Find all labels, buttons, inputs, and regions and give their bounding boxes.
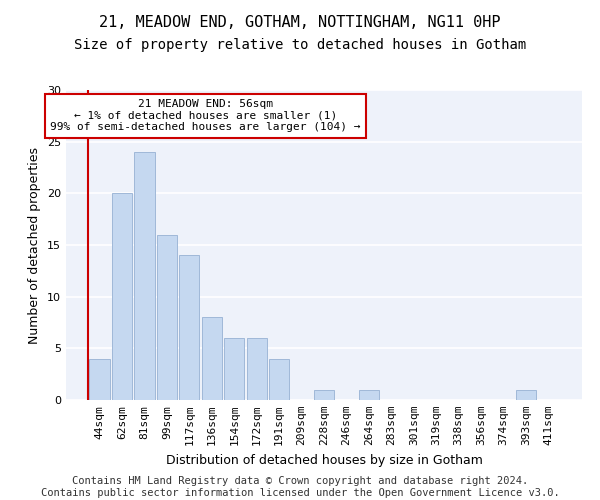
Y-axis label: Number of detached properties: Number of detached properties xyxy=(28,146,41,344)
Bar xyxy=(224,338,244,400)
Bar xyxy=(157,234,177,400)
Bar xyxy=(314,390,334,400)
Bar xyxy=(89,358,110,400)
X-axis label: Distribution of detached houses by size in Gotham: Distribution of detached houses by size … xyxy=(166,454,482,466)
Text: 21, MEADOW END, GOTHAM, NOTTINGHAM, NG11 0HP: 21, MEADOW END, GOTHAM, NOTTINGHAM, NG11… xyxy=(99,15,501,30)
Bar xyxy=(179,256,199,400)
Bar xyxy=(134,152,155,400)
Bar xyxy=(516,390,536,400)
Bar xyxy=(359,390,379,400)
Text: 21 MEADOW END: 56sqm
← 1% of detached houses are smaller (1)
99% of semi-detache: 21 MEADOW END: 56sqm ← 1% of detached ho… xyxy=(50,100,361,132)
Bar xyxy=(112,194,132,400)
Text: Contains HM Land Registry data © Crown copyright and database right 2024.
Contai: Contains HM Land Registry data © Crown c… xyxy=(41,476,559,498)
Bar xyxy=(247,338,267,400)
Bar xyxy=(202,318,222,400)
Text: Size of property relative to detached houses in Gotham: Size of property relative to detached ho… xyxy=(74,38,526,52)
Bar xyxy=(269,358,289,400)
